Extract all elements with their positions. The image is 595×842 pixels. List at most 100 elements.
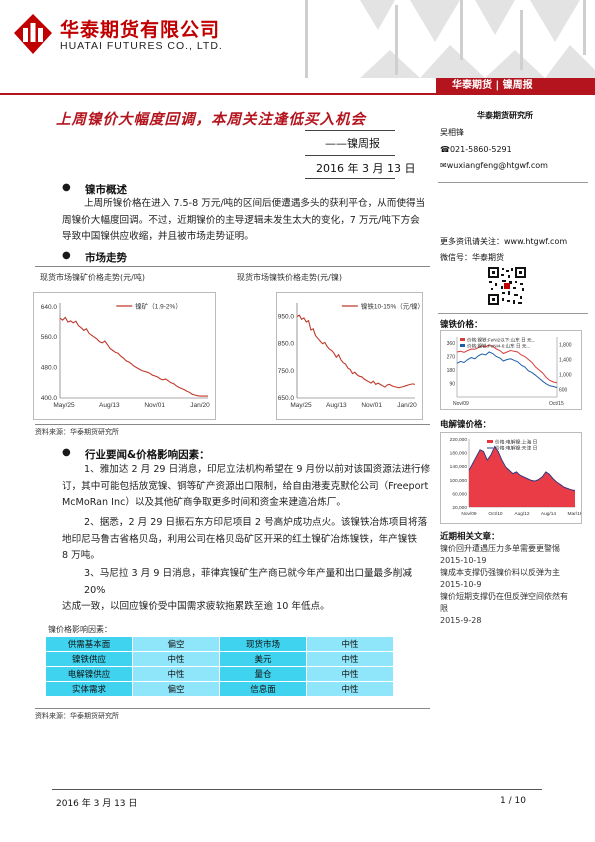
series-line bbox=[296, 314, 416, 389]
y-tick-label: 650.0 bbox=[278, 395, 295, 402]
x-tick-label: May/25 bbox=[290, 402, 312, 409]
table-cell: 量仓 bbox=[219, 666, 307, 682]
chart-caption-ferronickel: 现货市场镍铁价格走势(元/镍) bbox=[237, 273, 342, 282]
legend-label: 价格:镍铁:FeNi4-6:山东 日 元... bbox=[467, 343, 530, 350]
bullet-icon: ● bbox=[62, 182, 71, 193]
y-tick-label: 270 bbox=[447, 355, 456, 361]
table-cell: 实体需求 bbox=[45, 681, 133, 697]
x-tick-label: Mar/16 bbox=[568, 511, 581, 517]
news-line: 订，其中可能包括放宽镍、铜等矿产资源出口限制，给自由港麦克默伦公司（Freepo… bbox=[62, 480, 429, 492]
table-cell: 镍铁供应 bbox=[45, 651, 133, 667]
table-row: 镍铁供应 中性 美元 中性 bbox=[45, 651, 394, 667]
phone-icon: ☎ bbox=[440, 145, 450, 154]
y2-tick-label: 1,800 bbox=[559, 343, 572, 349]
table-cell: 中性 bbox=[306, 666, 394, 682]
x-tick-label: Nov/09 bbox=[453, 401, 469, 407]
overview-paragraph: 上周所镍价格在进入 7.5-8 万元/吨的区间后便遭遇多头的获利平仓，从而使得当… bbox=[62, 196, 432, 246]
title-divider bbox=[305, 130, 395, 131]
footer-rule bbox=[52, 789, 542, 790]
y-tick-label: 60,000 bbox=[452, 491, 467, 497]
y-tick-label: 750.0 bbox=[278, 368, 295, 375]
recent-articles-list: 镍价回升遭遇压力多单需要更警惕 2015-10-19 镍成本支撑仍强镍价料以反弹… bbox=[440, 543, 575, 627]
bullet-icon: ● bbox=[62, 447, 71, 458]
title-divider bbox=[305, 178, 395, 179]
news-paragraph-2: 2、据悉，2 月 29 日振石东方印尼项目 2 号高炉成功点火。该镍铁冶炼项目将… bbox=[62, 515, 434, 565]
phone-row: ☎021-5860-5291 bbox=[440, 145, 512, 154]
chart-ferronickel-sidebar-svg: 90 180 270 360 600 1,000 1,400 1,800 Nov/09 Oct/1… bbox=[447, 337, 572, 408]
chart-caption-ore: 现货市场镍矿价格走势(元/吨) bbox=[40, 273, 145, 282]
overview-line: 导致中国镍供应收缩，并且被市场走势证明。 bbox=[62, 231, 254, 242]
article-title[interactable]: 镍成本支撑仍强镍价料以反弹为主 bbox=[440, 568, 560, 577]
series-line bbox=[468, 445, 576, 492]
x-tick-label: Aug/12 bbox=[514, 511, 530, 517]
article-date: 2015-9-28 bbox=[440, 616, 482, 625]
qr-code-icon bbox=[487, 266, 527, 306]
article-date: 2015-10-19 bbox=[440, 556, 487, 565]
x-tick-label: May/25 bbox=[53, 402, 75, 409]
series-line bbox=[456, 351, 558, 389]
y-tick-label: 360 bbox=[447, 341, 456, 347]
email-row[interactable]: ✉wuxiangfeng@htgwf.com bbox=[440, 161, 548, 170]
wechat-id: 微信号：华泰期货 bbox=[440, 253, 504, 262]
section-divider bbox=[35, 266, 430, 267]
y2-tick-label: 600 bbox=[559, 388, 568, 394]
x-tick-label: Nov/01 bbox=[144, 402, 165, 409]
table-cell: 信息面 bbox=[219, 681, 307, 697]
x-tick-label: Jan/20 bbox=[190, 402, 210, 409]
header-pattern bbox=[300, 0, 595, 78]
section-divider bbox=[35, 424, 430, 425]
article-date: 2015-10-9 bbox=[440, 580, 482, 589]
company-name-cn: 华泰期货有限公司 bbox=[60, 19, 221, 41]
y-tick-label: 560.0 bbox=[41, 334, 58, 341]
chart-ferronickel: 650.0 750.0 850.0 950.0 May/25 Aug/13 Nov/01 Ja… bbox=[276, 292, 424, 420]
table-cell: 中性 bbox=[306, 636, 394, 652]
y-tick-label: 180,000 bbox=[450, 451, 468, 457]
institute-name: 华泰期货研究所 bbox=[477, 111, 533, 120]
x-tick-label: Nov/09 bbox=[461, 511, 477, 517]
article-title[interactable]: 镍价短期支撑仍在但反弹空间依然有限 bbox=[440, 592, 568, 613]
article-title[interactable]: 镍价回升遭遇压力多单需要更警惕 bbox=[440, 544, 560, 553]
page-number: 1 / 10 bbox=[500, 796, 526, 806]
company-logo-icon bbox=[14, 14, 52, 54]
y2-tick-label: 1,000 bbox=[559, 373, 572, 379]
overview-line: 上周所镍价格在进入 7.5-8 万元/吨的区间后便遭遇多头的获利平仓，从而使得当 bbox=[84, 198, 426, 209]
news-line: 地印尼马鲁古省格贝岛，利用公司在格贝岛矿区开采的红土镍矿冶炼镍铁，年产镍铁 bbox=[62, 533, 417, 545]
chart-ore-svg: 400.0 480.0 560.0 640.0 May/25 Aug/13 Nov/01 Ja… bbox=[41, 302, 210, 410]
table-cell: 电解镍供应 bbox=[45, 666, 133, 682]
legend-swatch bbox=[460, 344, 465, 347]
section-divider bbox=[35, 708, 430, 709]
chart-ore: 400.0 480.0 560.0 640.0 May/25 Aug/13 Nov/01 Ja… bbox=[33, 292, 216, 420]
report-banner: 华泰期货 | 镍周报 bbox=[436, 78, 595, 94]
page-header: 华泰期货有限公司 HUATAI FUTURES CO., LTD. bbox=[0, 0, 595, 78]
news-line: 8 万吨。 bbox=[62, 550, 100, 561]
table-cell: 现货市场 bbox=[219, 636, 307, 652]
overview-line: 周镍价大幅度回调。不过，近期镍价的主导逻辑未发生太大的变化，7 万元/吨下方会 bbox=[62, 214, 420, 226]
chart-electrolytic-nickel: 20,000 60,000 100,000 140,000 180,000 220,000… bbox=[440, 432, 583, 524]
y-tick-label: 850.0 bbox=[278, 341, 295, 348]
ferronickel-price-heading: 镍铁价格： bbox=[440, 320, 483, 330]
footer-date: 2016 年 3 月 13 日 bbox=[56, 799, 138, 809]
recent-articles-heading: 近期相关文章： bbox=[440, 532, 500, 542]
x-tick-label: Nov/01 bbox=[361, 402, 382, 409]
email-address[interactable]: wuxiangfeng@htgwf.com bbox=[446, 161, 548, 170]
header-rule bbox=[0, 93, 595, 95]
analyst-name: 吴相锋 bbox=[440, 128, 464, 137]
news-paragraph-1: 1、雅加达 2 月 29 日消息，印尼立法机构希望在 9 月份以前对该国资源法进… bbox=[62, 462, 434, 512]
x-tick-label: Oct/15 bbox=[549, 401, 564, 407]
y-tick-label: 950.0 bbox=[278, 314, 295, 321]
section-heading-trend: 市场走势 bbox=[85, 252, 127, 264]
source-note: 资料来源：华泰期货研究所 bbox=[35, 428, 119, 436]
news-line: 3、马尼拉 3 月 9 日消息，菲律宾镍矿生产商已就今年产量和出口量最多削减 2… bbox=[84, 568, 412, 596]
legend-label: 价格:电解镍:上海 日 bbox=[495, 439, 537, 446]
x-tick-label: Aug/14 bbox=[541, 511, 557, 517]
y2-tick-label: 1,400 bbox=[559, 358, 572, 364]
series-line bbox=[59, 316, 208, 397]
legend-swatch bbox=[460, 338, 465, 341]
title-divider bbox=[305, 155, 395, 156]
more-info[interactable]: 更多资讯请关注：www.htgwf.com bbox=[440, 237, 568, 246]
table-cell: 中性 bbox=[132, 666, 220, 682]
y-tick-label: 220,000 bbox=[450, 437, 468, 443]
table-cell: 供需基本面 bbox=[45, 636, 133, 652]
company-name-en: HUATAI FUTURES CO., LTD. bbox=[60, 40, 223, 52]
legend-label: 镍矿（1.9-2%） bbox=[135, 302, 182, 311]
